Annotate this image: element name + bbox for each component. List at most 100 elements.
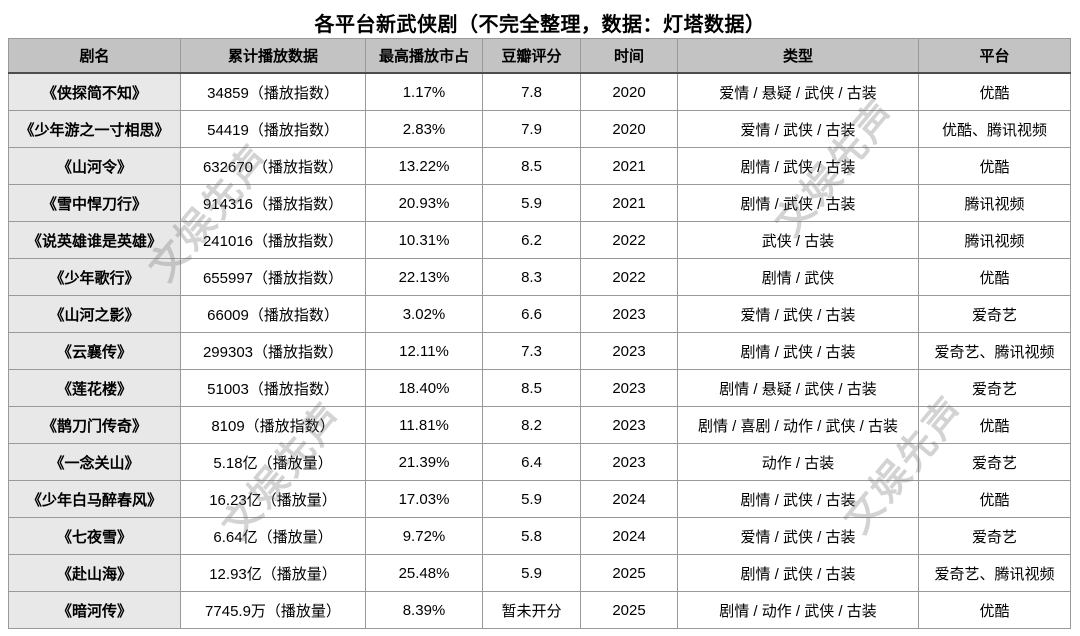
- cumulative-plays-cell: 8109（播放指数）: [180, 406, 366, 444]
- column-header-year: 时间: [580, 38, 678, 74]
- cumulative-plays-cell: 241016（播放指数）: [180, 221, 366, 259]
- platform-cell: 优酷、腾讯视频: [918, 110, 1071, 148]
- drama-name-cell: 《少年白马醉春风》: [8, 480, 181, 518]
- cumulative-plays-cell: 299303（播放指数）: [180, 332, 366, 370]
- max-market-share-cell: 11.81%: [365, 406, 483, 444]
- table-row: 《暗河传》 7745.9万（播放量） 8.39% 暂未开分 2025 剧情 / 动作 / …: [8, 591, 1071, 629]
- page-title: 各平台新武侠剧（不完全整理，数据：灯塔数据）: [314, 14, 766, 36]
- douban-rating-cell: 5.8: [482, 517, 581, 555]
- table-row: 《山河令》 632670（播放指数） 13.22% 8.5 2021 剧情 / 武侠 / …: [8, 147, 1071, 185]
- cumulative-plays-cell: 12.93亿（播放量）: [180, 554, 366, 592]
- platform-cell: 爱奇艺: [918, 295, 1071, 333]
- max-market-share-cell: 17.03%: [365, 480, 483, 518]
- douban-rating-cell: 5.9: [482, 480, 581, 518]
- genres-cell: 剧情 / 武侠 / 古装: [677, 480, 919, 518]
- genres-cell: 剧情 / 武侠 / 古装: [677, 147, 919, 185]
- year-cell: 2023: [580, 406, 678, 444]
- table-row: 《莲花楼》 51003（播放指数） 18.40% 8.5 2023 剧情 / 悬疑 / 武…: [8, 369, 1071, 407]
- table-row: 《一念关山》 5.18亿（播放量） 21.39% 6.4 2023 动作 / 古装 爱奇艺: [8, 443, 1071, 481]
- max-market-share-cell: 25.48%: [365, 554, 483, 592]
- year-cell: 2025: [580, 591, 678, 629]
- drama-name-cell: 《少年歌行》: [8, 258, 181, 296]
- drama-name-cell: 《雪中悍刀行》: [8, 184, 181, 222]
- cumulative-plays-cell: 655997（播放指数）: [180, 258, 366, 296]
- drama-name-cell: 《七夜雪》: [8, 517, 181, 555]
- year-cell: 2023: [580, 332, 678, 370]
- cumulative-plays-cell: 34859（播放指数）: [180, 72, 366, 111]
- douban-rating-cell: 7.3: [482, 332, 581, 370]
- table-row: 《少年游之一寸相思》 54419（播放指数） 2.83% 7.9 2020 爱情 / 武侠…: [8, 110, 1071, 148]
- genres-cell: 剧情 / 喜剧 / 动作 / 武侠 / 古装: [677, 406, 919, 444]
- table-row: 《侠探简不知》 34859（播放指数） 1.17% 7.8 2020 爱情 / 悬疑 / …: [8, 72, 1071, 111]
- table-row: 《说英雄谁是英雄》 241016（播放指数） 10.31% 6.2 2022 武侠 / 古…: [8, 221, 1071, 259]
- max-market-share-cell: 13.22%: [365, 147, 483, 185]
- douban-rating-cell: 6.6: [482, 295, 581, 333]
- cumulative-plays-cell: 51003（播放指数）: [180, 369, 366, 407]
- max-market-share-cell: 22.13%: [365, 258, 483, 296]
- year-cell: 2023: [580, 295, 678, 333]
- douban-rating-cell: 暂未开分: [482, 591, 581, 629]
- table-row: 《七夜雪》 6.64亿（播放量） 9.72% 5.8 2024 爱情 / 武侠 / 古装爱…: [8, 517, 1071, 555]
- genres-cell: 爱情 / 悬疑 / 武侠 / 古装: [677, 72, 919, 111]
- douban-rating-cell: 8.5: [482, 369, 581, 407]
- year-cell: 2024: [580, 480, 678, 518]
- cumulative-plays-cell: 7745.9万（播放量）: [180, 591, 366, 629]
- douban-rating-cell: 6.4: [482, 443, 581, 481]
- column-header-platform: 平台: [918, 38, 1071, 74]
- year-cell: 2022: [580, 258, 678, 296]
- douban-rating-cell: 5.9: [482, 554, 581, 592]
- platform-cell: 爱奇艺: [918, 369, 1071, 407]
- cumulative-plays-cell: 6.64亿（播放量）: [180, 517, 366, 555]
- platform-cell: 爱奇艺、腾讯视频: [918, 554, 1071, 592]
- cumulative-plays-cell: 54419（播放指数）: [180, 110, 366, 148]
- douban-rating-cell: 8.5: [482, 147, 581, 185]
- platform-cell: 优酷: [918, 72, 1071, 111]
- drama-name-cell: 《山河之影》: [8, 295, 181, 333]
- genres-cell: 动作 / 古装: [677, 443, 919, 481]
- drama-name-cell: 《赴山海》: [8, 554, 181, 592]
- table-row: 《云襄传》 299303（播放指数） 12.11% 7.3 2023 剧情 / 武侠 / …: [8, 332, 1071, 370]
- column-header-max-market-share: 最高播放市占: [365, 38, 483, 74]
- drama-name-cell: 《少年游之一寸相思》: [8, 110, 181, 148]
- drama-name-cell: 《鹊刀门传奇》: [8, 406, 181, 444]
- table-header-row: 剧名 累计播放数据 最高播放市占 豆瓣评分 时间 类型 平台: [8, 38, 1071, 74]
- cumulative-plays-cell: 632670（播放指数）: [180, 147, 366, 185]
- genres-cell: 剧情 / 武侠 / 古装: [677, 554, 919, 592]
- douban-rating-cell: 7.9: [482, 110, 581, 148]
- drama-name-cell: 《侠探简不知》: [8, 72, 181, 111]
- year-cell: 2020: [580, 72, 678, 111]
- genres-cell: 爱情 / 武侠 / 古装: [677, 110, 919, 148]
- genres-cell: 爱情 / 武侠 / 古装: [677, 295, 919, 333]
- table-row: 《少年白马醉春风》 16.23亿（播放量） 17.03% 5.9 2024 剧情 / 武侠…: [8, 480, 1071, 518]
- drama-name-cell: 《说英雄谁是英雄》: [8, 221, 181, 259]
- year-cell: 2020: [580, 110, 678, 148]
- table-row: 《山河之影》 66009（播放指数） 3.02% 6.6 2023 爱情 / 武侠 / 古…: [8, 295, 1071, 333]
- drama-name-cell: 《一念关山》: [8, 443, 181, 481]
- year-cell: 2025: [580, 554, 678, 592]
- genres-cell: 剧情 / 武侠: [677, 258, 919, 296]
- genres-cell: 武侠 / 古装: [677, 221, 919, 259]
- column-header-genres: 类型: [677, 38, 919, 74]
- platform-cell: 优酷: [918, 147, 1071, 185]
- max-market-share-cell: 8.39%: [365, 591, 483, 629]
- douban-rating-cell: 8.3: [482, 258, 581, 296]
- platform-cell: 爱奇艺: [918, 443, 1071, 481]
- table-row: 《少年歌行》 655997（播放指数） 22.13% 8.3 2022 剧情 / 武侠 优酷: [8, 258, 1071, 296]
- platform-cell: 腾讯视频: [918, 221, 1071, 259]
- platform-cell: 优酷: [918, 258, 1071, 296]
- year-cell: 2022: [580, 221, 678, 259]
- max-market-share-cell: 1.17%: [365, 72, 483, 111]
- max-market-share-cell: 20.93%: [365, 184, 483, 222]
- max-market-share-cell: 18.40%: [365, 369, 483, 407]
- table-row: 《赴山海》 12.93亿（播放量） 25.48% 5.9 2025 剧情 / 武侠 / 古…: [8, 554, 1071, 592]
- max-market-share-cell: 12.11%: [365, 332, 483, 370]
- genres-cell: 剧情 / 武侠 / 古装: [677, 332, 919, 370]
- douban-rating-cell: 5.9: [482, 184, 581, 222]
- cumulative-plays-cell: 16.23亿（播放量）: [180, 480, 366, 518]
- table-row: 《鹊刀门传奇》 8109（播放指数） 11.81% 8.2 2023 剧情 / 喜剧 / …: [8, 406, 1071, 444]
- wuxia-drama-table: 剧名 累计播放数据 最高播放市占 豆瓣评分 时间 类型 平台 《侠探简不知》 34859（播放…: [8, 38, 1071, 629]
- genres-cell: 剧情 / 武侠 / 古装: [677, 184, 919, 222]
- year-cell: 2021: [580, 147, 678, 185]
- genres-cell: 剧情 / 动作 / 武侠 / 古装: [677, 591, 919, 629]
- drama-name-cell: 《暗河传》: [8, 591, 181, 629]
